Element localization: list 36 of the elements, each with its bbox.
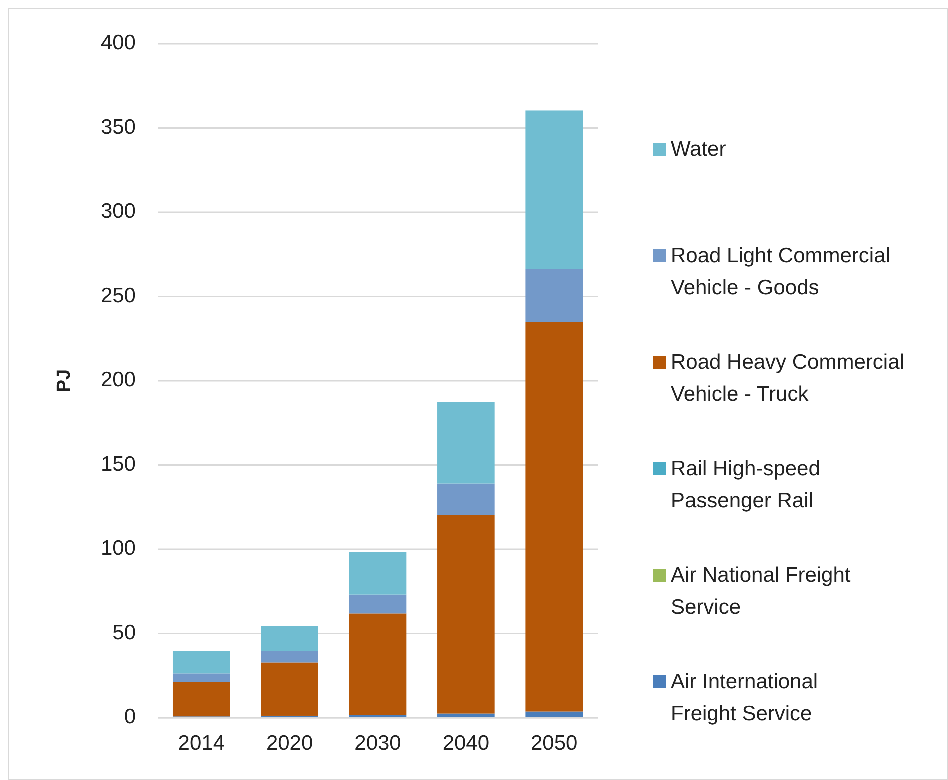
y-tick-label: 250 (100, 284, 136, 308)
y-tick-label: 200 (100, 368, 136, 392)
legend-label: Air National Freight Service (671, 564, 851, 619)
bar (349, 614, 407, 716)
bar (438, 484, 495, 516)
bar (349, 552, 407, 595)
bar (526, 269, 584, 322)
x-tick-label: 2030 (354, 732, 402, 755)
y-tick-label: 150 (100, 452, 136, 476)
bar (261, 662, 318, 716)
bar (172, 682, 230, 717)
bar (438, 402, 495, 484)
y-tick-label: 400 (100, 32, 136, 55)
y-tick-label: 300 (100, 200, 136, 224)
legend-label: Road Heavy Commercial Vehicle - Truck (671, 350, 904, 406)
x-tick-label: 2014 (178, 732, 226, 755)
x-tick-label: 2050 (530, 732, 578, 755)
bar (438, 515, 495, 714)
x-tick-label: 2020 (266, 732, 314, 755)
legend-label: Road Light Commercial Vehicle - Goods (671, 244, 890, 300)
y-tick-label: 350 (100, 116, 136, 139)
legend-label: Rail High-speed Passenger Rail (671, 457, 820, 512)
y-tick-label: 50 (112, 621, 136, 644)
y-axis-title: PJ (54, 369, 75, 393)
y-tick-label: 100 (100, 537, 136, 560)
x-tick-label: 2040 (442, 732, 490, 755)
legend-label: Air International Freight Service (671, 670, 818, 726)
bar (261, 626, 318, 652)
y-tick-label: 0 (124, 706, 136, 729)
legend-label: Water (671, 138, 726, 161)
bar (172, 674, 230, 682)
bar (261, 651, 318, 663)
bar (526, 322, 584, 712)
bar (349, 594, 407, 614)
bar (172, 651, 230, 674)
bar (526, 110, 584, 270)
